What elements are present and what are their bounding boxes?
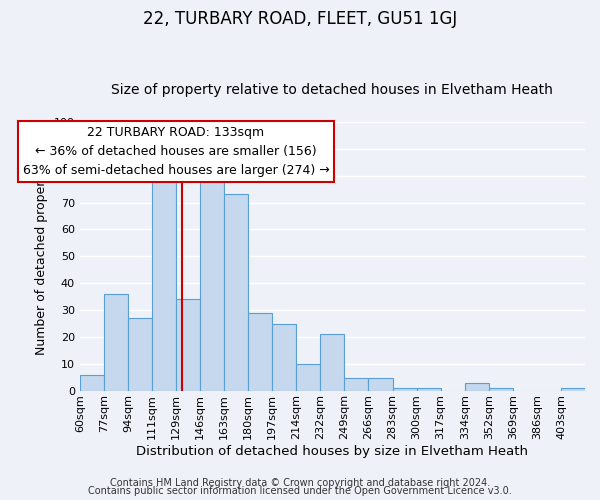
Text: 22, TURBARY ROAD, FLEET, GU51 1GJ: 22, TURBARY ROAD, FLEET, GU51 1GJ (143, 10, 457, 28)
Bar (176, 300, 200, 391)
Text: 22 TURBARY ROAD: 133sqm
← 36% of detached houses are smaller (156)
63% of semi-d: 22 TURBARY ROAD: 133sqm ← 36% of detache… (23, 126, 329, 177)
Bar (368, 378, 392, 391)
X-axis label: Distribution of detached houses by size in Elvetham Heath: Distribution of detached houses by size … (136, 444, 529, 458)
Text: Contains public sector information licensed under the Open Government Licence v3: Contains public sector information licen… (88, 486, 512, 496)
Bar (248, 313, 272, 391)
Bar (392, 388, 416, 391)
Bar (272, 324, 296, 391)
Bar (80, 375, 104, 391)
Bar (561, 388, 585, 391)
Text: Contains HM Land Registry data © Crown copyright and database right 2024.: Contains HM Land Registry data © Crown c… (110, 478, 490, 488)
Bar (152, 176, 176, 391)
Bar (465, 383, 489, 391)
Bar (489, 388, 513, 391)
Bar (344, 378, 368, 391)
Bar (104, 294, 128, 391)
Bar (416, 388, 440, 391)
Bar (200, 181, 224, 391)
Bar (296, 364, 320, 391)
Bar (224, 194, 248, 391)
Title: Size of property relative to detached houses in Elvetham Heath: Size of property relative to detached ho… (112, 83, 553, 97)
Bar (320, 334, 344, 391)
Bar (128, 318, 152, 391)
Y-axis label: Number of detached properties: Number of detached properties (35, 158, 49, 355)
